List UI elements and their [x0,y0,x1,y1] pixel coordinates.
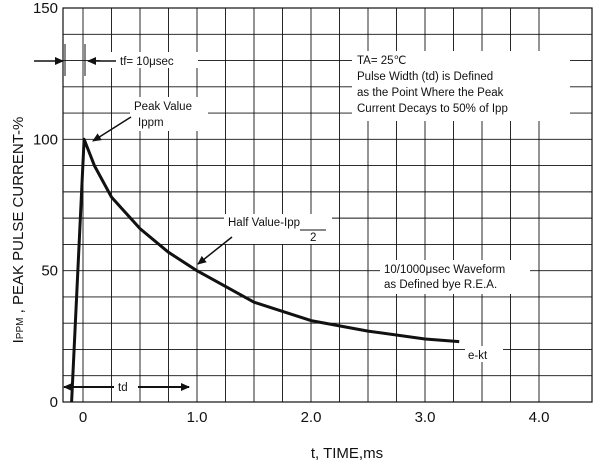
ta-note-bg [352,51,570,121]
peak-value-label: Peak Value [134,101,192,113]
y-tick-label: 150 [33,0,58,17]
pulse-width-line-2: as the Point Where the Peak [357,87,504,99]
plot-frame [62,7,593,403]
ta-label: TA= 25℃ [357,55,407,67]
x-tick-label: 3.0 [415,409,436,426]
half-value-label: Half Value-Ipp [228,217,300,229]
waveform-line [70,137,460,403]
y-tick-label: 50 [41,263,58,280]
pulse-width-line-1: Pulse Width (td) is Defined [357,71,493,83]
half-label-bg [224,214,332,244]
x-tick-label: 4.0 [529,409,550,426]
peak-value-symbol: Ippm [138,117,164,129]
y-axis-label-prefix: I [10,339,27,343]
td-label: td [118,382,128,394]
waveform-label-1: 10/1000μsec Waveform [384,264,505,276]
ekt-label: e-kt [468,350,488,362]
x-axis-label: t, TIME,ms [311,445,383,462]
pulse-width-line-3: Current Decays to 50% of Ipp [357,103,508,115]
half-value-denominator: 2 [310,232,316,244]
tick-labels: 0 1.0 2.0 3.0 4.0 0 50 100 150 [33,0,549,426]
ekt-label-bg [465,346,503,362]
tf-label: tf= 10μsec [120,56,174,68]
y-axis-label-suffix: , PEAK PULSE CURRENT-% [10,117,27,318]
y-axis-label-subscript: PPM [15,318,26,340]
y-tick-label: 0 [50,394,58,411]
x-tick-label: 1.0 [187,409,208,426]
y-tick-label: 100 [33,131,58,148]
peak-label-bg [130,97,208,131]
td-label-bg [116,378,136,392]
x-tick-label: 0 [79,409,87,426]
y-axis-label: IPPM , PEAK PULSE CURRENT-% [10,117,27,344]
x-tick-label: 2.0 [301,409,322,426]
waveform-label-2: as Defined bye R.E.A. [384,279,497,291]
half-value-arrow [197,236,233,265]
wave-label-bg [380,260,530,294]
peak-arrow [92,116,132,142]
tf-label-bg [100,52,198,68]
